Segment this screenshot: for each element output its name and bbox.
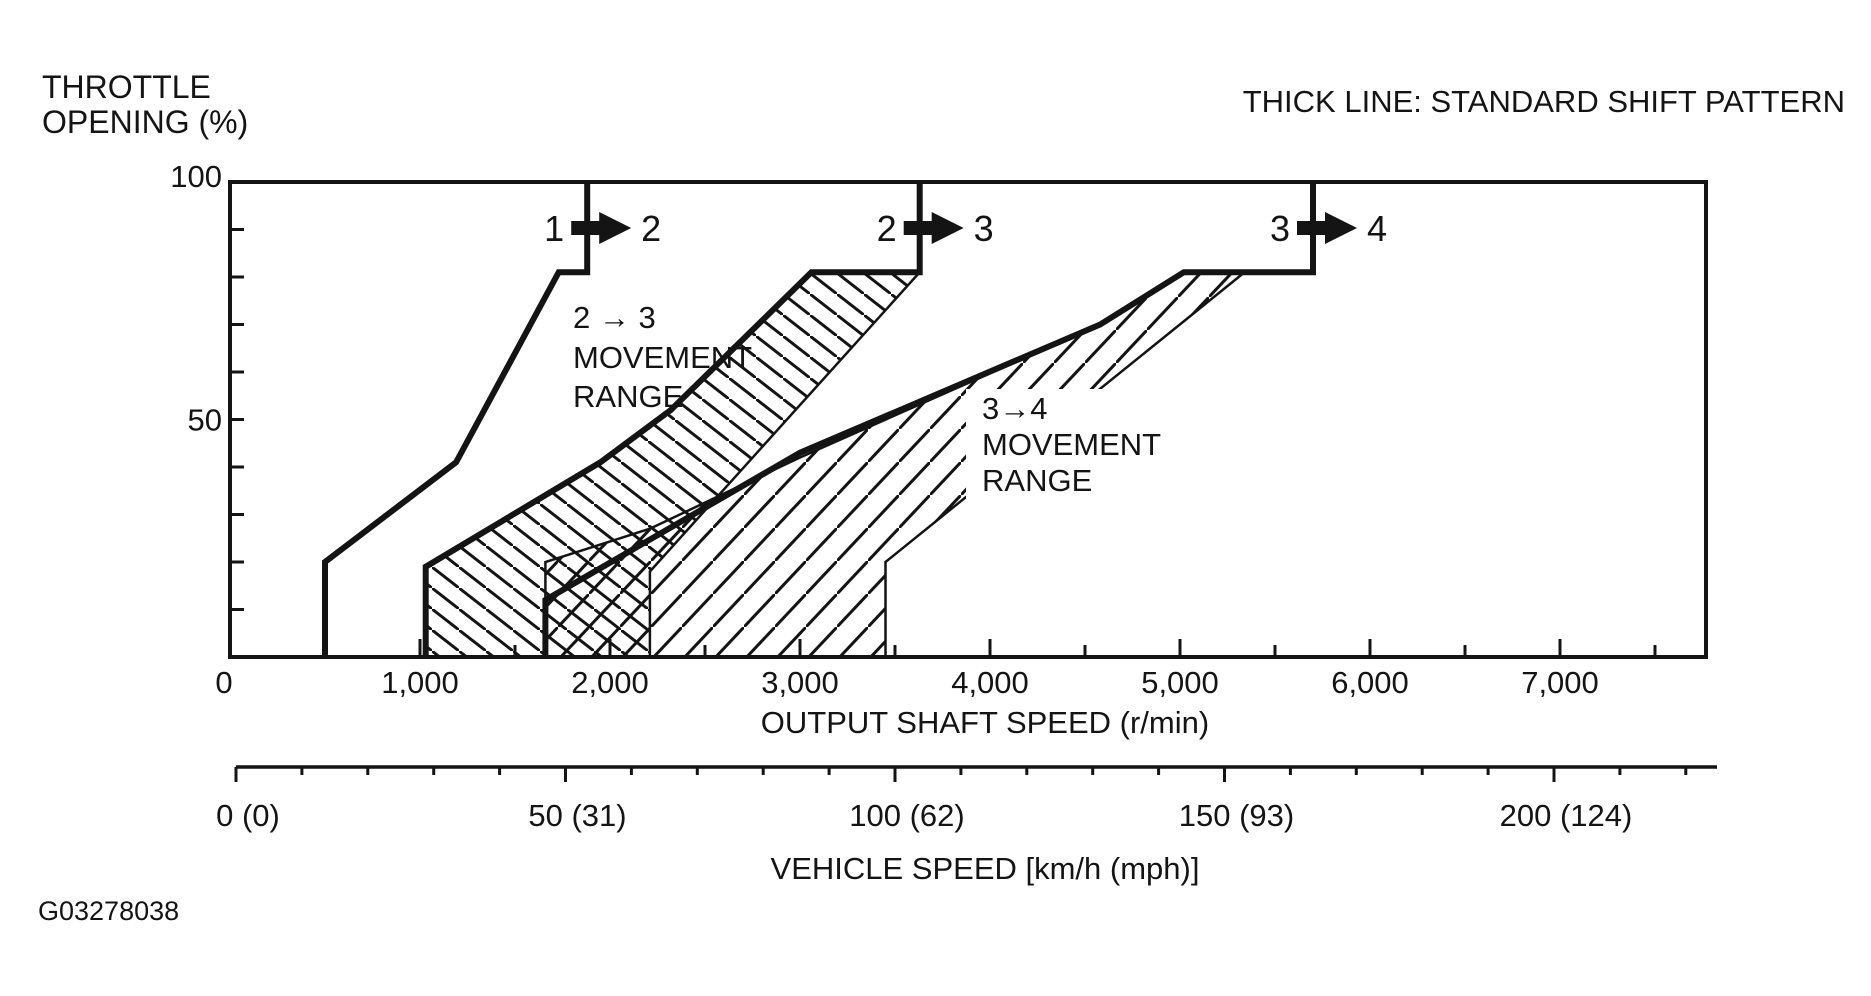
region-label-line: 2 → 3 — [573, 300, 656, 335]
shift-line-1-2 — [322, 182, 591, 657]
shift-line-3-4 — [542, 182, 1316, 657]
label-background — [966, 389, 1182, 501]
speed-tick-label: 50 (31) — [528, 798, 626, 833]
axes-and-ticks — [228, 180, 1717, 782]
region-label-line: RANGE — [982, 463, 1092, 498]
gear-to-label: 4 — [1367, 208, 1387, 249]
shift-arrow-icon — [931, 212, 964, 244]
y-axis-title-line2: OPENING (%) — [42, 104, 248, 140]
region-label-line: MOVEMENT — [982, 427, 1161, 462]
gear-from-label: 2 — [877, 208, 897, 249]
thick-line-note: THICK LINE: STANDARD SHIFT PATTERN — [1243, 84, 1845, 119]
figure-code: G03278038 — [38, 896, 179, 926]
rpm-tick-label: 5,000 — [1141, 665, 1219, 700]
shift-arrow-icon — [1297, 221, 1327, 235]
shift-arrows: 1 2 2 3 3 4 — [544, 208, 1387, 249]
region-label-line: MOVEMENT — [573, 340, 752, 375]
y-axis-title-line1: THROTTLE — [42, 69, 211, 105]
speed-tick-label: 0 (0) — [216, 798, 280, 833]
speed-tick-label: 150 (93) — [1179, 798, 1294, 833]
shift-lines — [322, 182, 1316, 657]
shift-arrow-icon — [599, 212, 632, 244]
shift-arrow-icon — [1325, 212, 1357, 244]
rpm-tick-label: 6,000 — [1331, 665, 1409, 700]
label-island — [966, 389, 1182, 501]
gear-from-label: 3 — [1270, 208, 1290, 249]
region-label-line: RANGE — [573, 379, 683, 414]
shift-line-2-3 — [422, 182, 923, 657]
rpm-tick-label: 0 — [215, 665, 232, 700]
speed-tick-label: 200 (124) — [1500, 798, 1633, 833]
y-tick-label: 100 — [170, 159, 222, 194]
rpm-tick-label: 4,000 — [951, 665, 1029, 700]
shift-arrow-icon — [571, 221, 602, 235]
speed-tick-label: 100 (62) — [849, 798, 964, 833]
gear-from-label: 1 — [544, 208, 564, 249]
rpm-tick-label: 7,000 — [1521, 665, 1599, 700]
gear-to-label: 3 — [974, 208, 994, 249]
speed-axis-title: VEHICLE SPEED [km/h (mph)] — [771, 851, 1200, 886]
x-axis-title: OUTPUT SHAFT SPEED (r/min) — [761, 705, 1209, 740]
region-label-line: 3→4 — [982, 391, 1047, 426]
rpm-tick-label: 1,000 — [381, 665, 459, 700]
shift-arrow-icon — [903, 221, 934, 235]
y-tick-label: 50 — [188, 403, 222, 438]
chart-labels: 100 50 0 1,000 2,000 3,000 4,000 5,000 6,000 7,00… — [170, 159, 1632, 833]
gear-to-label: 2 — [641, 208, 661, 249]
rpm-tick-label: 2,000 — [571, 665, 649, 700]
rpm-tick-label: 3,000 — [761, 665, 839, 700]
